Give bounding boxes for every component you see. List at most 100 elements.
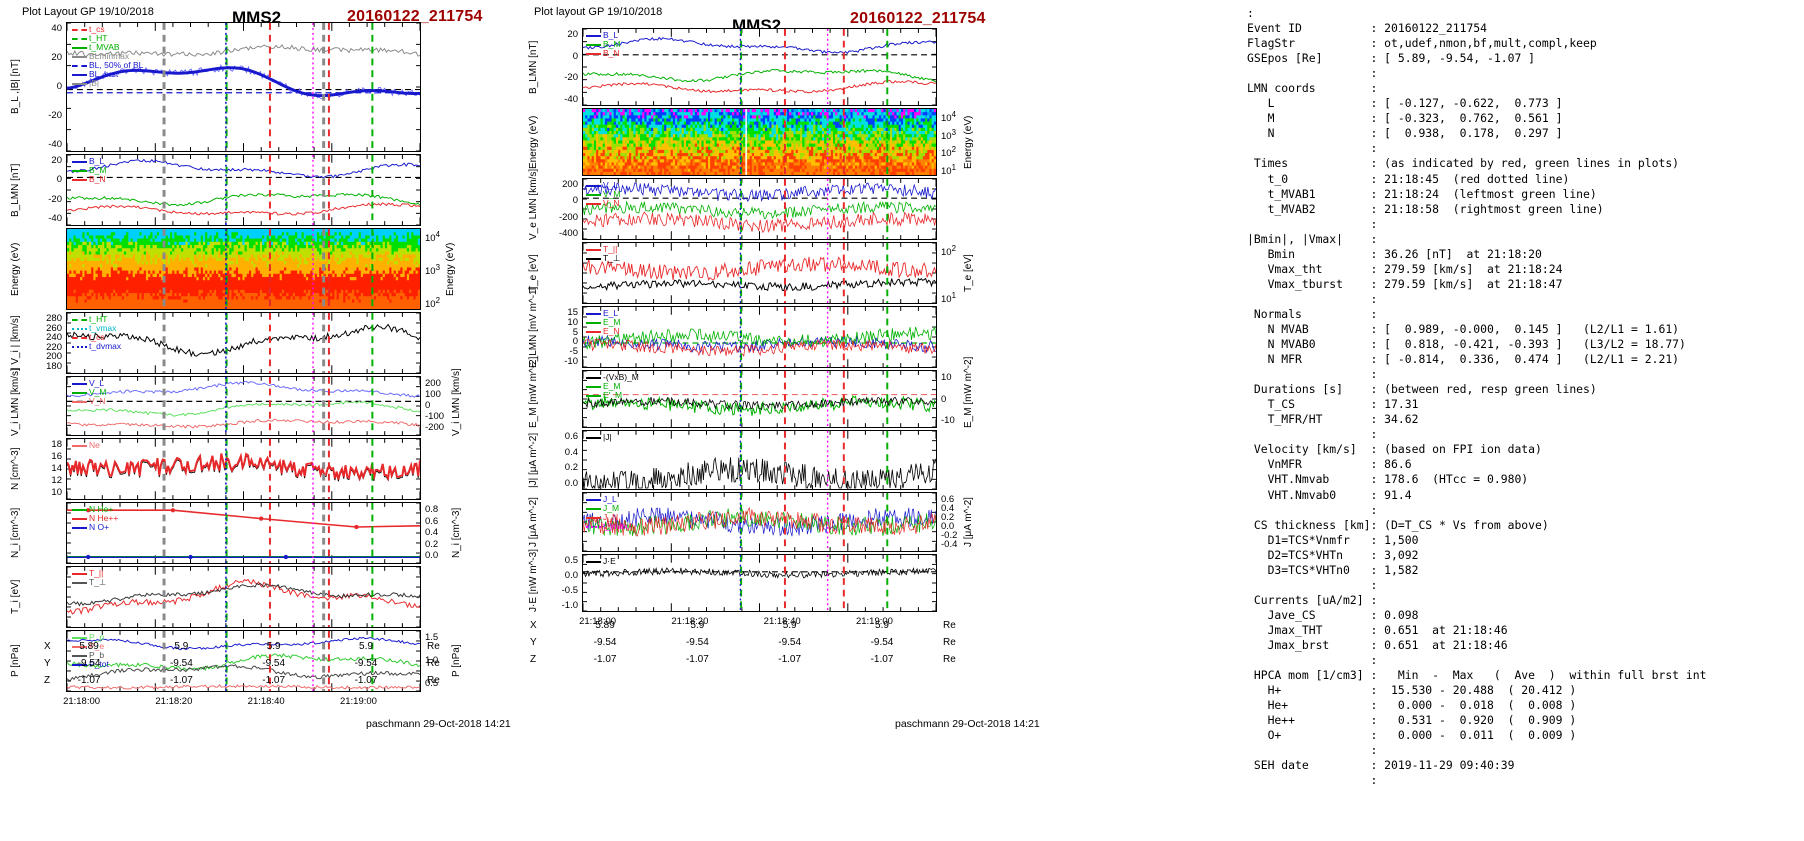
legend-label: T_⊥	[89, 577, 107, 587]
info-line: Velocity [km/s] : (based on FPI ion data…	[1247, 442, 1542, 457]
left-coord-value: 5.9	[359, 641, 373, 652]
right-coord-value: -9.54	[778, 637, 802, 648]
left-coord-value: -1.07	[77, 675, 101, 686]
legend-item: P_p	[72, 633, 109, 642]
right-panel-em	[582, 370, 937, 428]
legend-item: t_cs	[72, 25, 143, 34]
right-ytick-blmn-r-2: -20	[564, 72, 578, 84]
legend-label: t_dvmax	[89, 341, 122, 351]
left-panel-ti	[66, 566, 421, 628]
legend-swatch-icon	[586, 52, 601, 55]
legend-swatch-icon	[72, 345, 87, 348]
left-ytickR-ion-spectro-2: 102	[425, 296, 440, 311]
left-ylabel-density: N [cm^-3]	[10, 447, 21, 491]
right-legend-em: -(VxB)_M E_M E'_M	[586, 373, 639, 400]
left-ytick-blmn-0: 20	[51, 155, 62, 166]
left-coord-value: -1.07	[354, 675, 378, 686]
right-ytickR-ele-spectro-1: 103	[941, 127, 956, 142]
legend-label: J_L	[603, 494, 617, 504]
left-ytick-vi-mag-0: 280	[46, 313, 62, 324]
legend-item: B_N	[72, 175, 106, 184]
legend-item: J_N	[586, 513, 628, 522]
info-line: :	[1247, 291, 1378, 306]
right-ytick-jdote-1: 0.0	[564, 570, 578, 581]
left-ylabel-ni-species: N_i [cm^-3]	[10, 507, 21, 559]
legend-label: T_||	[603, 244, 618, 254]
legend-label: P_b	[89, 650, 105, 660]
legend-swatch-icon	[72, 28, 87, 31]
legend-item: T_⊥	[72, 578, 106, 587]
legend-item: J·E	[586, 557, 616, 566]
left-coord-value: -9.54	[77, 658, 101, 669]
left-ytickR-vi-lmn-3: -100	[425, 411, 445, 422]
left-plot-column: Plot Layout GP 19/10/2018 MMS2 20160122_…	[0, 0, 520, 841]
legend-label: T_||	[89, 568, 104, 578]
legend-item: E_L	[586, 309, 620, 318]
right-ytickR-ele-spectro-0: 104	[941, 110, 956, 125]
left-ytickR-vi-lmn-4: -200	[425, 422, 445, 433]
left-ytick-density-4: 10	[51, 487, 62, 498]
legend-item: t_HT	[72, 34, 143, 43]
right-legend-jlmn: J_L J_M J_N t_jmax	[586, 495, 628, 531]
right-ytick-ve-lmn-0: 200	[562, 179, 578, 190]
left-coord-unit: Re	[427, 675, 440, 686]
legend-swatch-icon	[586, 436, 601, 439]
left-ytickR-pressure-0: 1.5	[425, 632, 439, 643]
left-xtick-2: 21:18:40	[247, 696, 285, 707]
legend-label: -(VxB)_M	[603, 372, 639, 382]
right-ytickR-jlmn-5: -0.4	[941, 539, 958, 550]
right-panel-jabs	[582, 430, 937, 490]
legend-swatch-icon	[586, 385, 601, 388]
left-panel-vi-mag	[66, 312, 421, 374]
left-ylabel-bl-babs: B_L ,|B| [nT]	[10, 59, 21, 115]
left-coord-axis-label: Y	[44, 658, 51, 669]
left-panel-ni-species	[66, 502, 421, 564]
legend-swatch-icon	[72, 663, 87, 666]
left-ytickR-pressure-1: 1.0	[425, 655, 439, 666]
left-legend-ti: T_|| T_⊥	[72, 569, 106, 587]
left-ytick-vi-mag-3: 220	[46, 341, 62, 353]
legend-swatch-icon	[586, 184, 601, 187]
left-ytickR-ion-spectro-1: 103	[425, 263, 440, 278]
legend-swatch-icon	[72, 391, 87, 394]
left-ylabel-ti: T_i [eV]	[10, 579, 21, 615]
legend-label: B_L	[89, 156, 105, 166]
right-event-title: 20160122_211754	[850, 10, 986, 27]
info-line: L : [ -0.127, -0.622, 0.773 ]	[1247, 96, 1563, 111]
legend-label: B_N	[603, 48, 620, 58]
right-coord-value: 5.9	[782, 620, 797, 631]
info-line: :	[1247, 773, 1378, 788]
right-legend-ve-lmn: V_L V_M V_N	[586, 181, 620, 208]
legend-item: P_e	[72, 642, 109, 651]
legend-item: V_M	[586, 190, 620, 199]
legend-label: Ne	[89, 440, 100, 450]
right-footer-label: paschmann 29-Oct-2018 14:21	[895, 718, 1040, 730]
legend-label: t_jmax	[603, 521, 629, 531]
right-ytickR-ele-spectro-3: 101	[941, 163, 956, 178]
right-legend-blmn-r: B_L B_M B_N	[586, 31, 620, 58]
right-ytick-elmn-4: -5	[569, 346, 578, 358]
right-panel-blmn-r	[582, 28, 937, 106]
legend-swatch-icon	[72, 46, 87, 49]
right-ylabel-ele-spectro: Energy (eV)	[528, 115, 539, 169]
right-coord-value: 5.9	[690, 620, 705, 631]
info-line: M : [ -0.323, 0.762, 0.561 ]	[1247, 111, 1563, 126]
right-ytick-jdote-2: -0.5	[561, 585, 578, 596]
info-line: :	[1247, 577, 1378, 592]
left-ytickR-ion-spectro-0: 104	[425, 230, 440, 245]
right-coord-unit: Re	[943, 620, 956, 631]
right-xtick-0: 21:18:00	[579, 616, 617, 627]
left-legend-vi-lmn: V_L V_M V_N	[72, 379, 106, 406]
left-ytick-blmn-1: 0	[56, 174, 62, 186]
left-panel-pressure	[66, 630, 421, 692]
left-coord-value: -1.07	[169, 675, 193, 686]
legend-swatch-icon	[72, 169, 87, 172]
legend-item: t_HT	[72, 315, 121, 324]
left-ylabel-blmn: B_LMN [nT]	[10, 163, 21, 217]
legend-item: E'_M	[586, 391, 639, 400]
left-ylabel-ion-spectro: Energy (eV)	[10, 242, 21, 296]
legend-label: |B|	[89, 78, 100, 88]
info-line: Normals :	[1247, 306, 1378, 321]
legend-item: T_||	[586, 245, 620, 254]
left-coord-value: -9.54	[169, 658, 193, 669]
